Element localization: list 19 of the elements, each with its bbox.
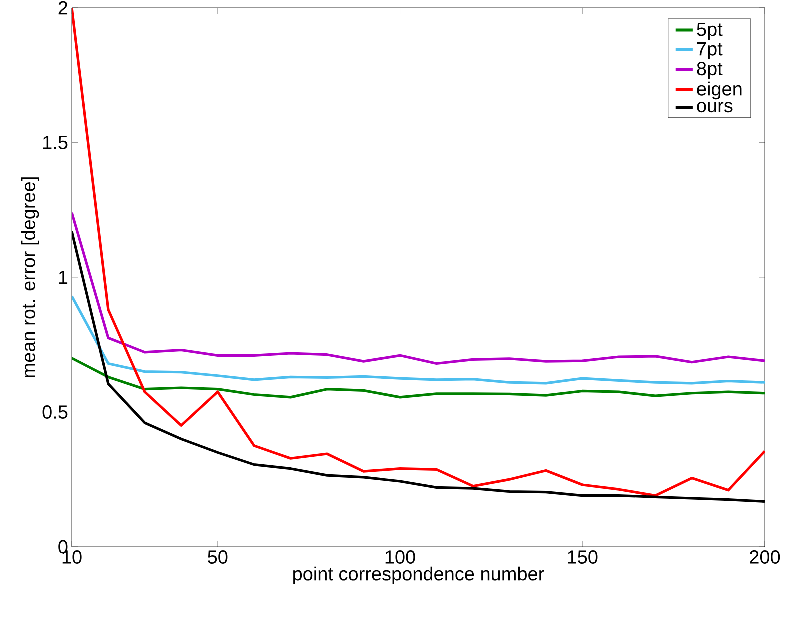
legend-label: ours — [697, 102, 733, 113]
x-tick-label: 200 — [750, 550, 780, 564]
line-series — [72, 212, 766, 366]
y-tick-label: 1.5 — [44, 136, 68, 150]
x-tick-label: 150 — [568, 550, 598, 564]
y-tick-label: 2 — [58, 1, 68, 15]
legend-label: eigen — [697, 82, 742, 100]
line-series — [72, 357, 766, 399]
line-series — [72, 295, 766, 385]
y-tick-label: 0.5 — [42, 406, 68, 419]
line-series — [72, 8, 766, 498]
x-tick-label: 100 — [386, 550, 416, 564]
x-axis-title: point correspondence number — [294, 566, 544, 585]
legend-label: 5pt — [697, 22, 723, 40]
y-axis-title: mean rot. error [degree] — [21, 178, 40, 378]
legend-label: 7pt — [697, 42, 723, 60]
x-tick-label: 50 — [208, 550, 228, 564]
y-tick-label: 1 — [59, 270, 68, 284]
legend-label: 8pt — [697, 62, 723, 80]
